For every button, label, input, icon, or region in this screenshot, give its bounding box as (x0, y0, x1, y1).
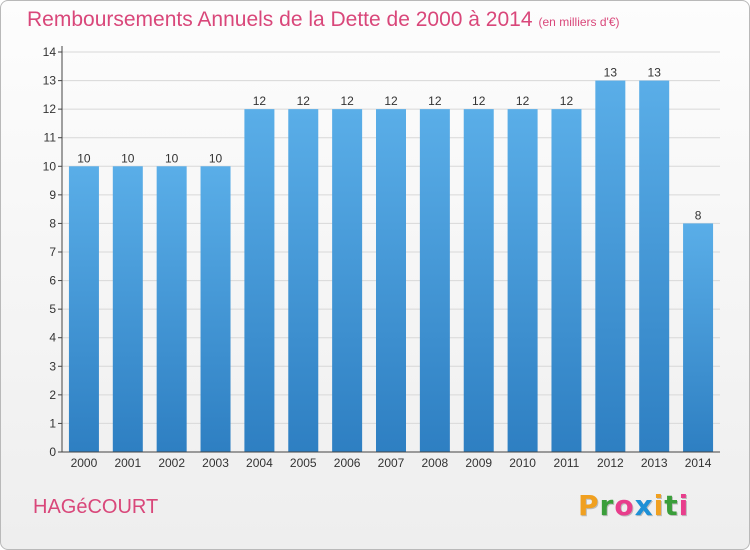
data-label: 12 (253, 94, 267, 108)
logo-letter: i (678, 489, 690, 522)
bar (683, 223, 714, 452)
y-tick-label: 0 (49, 445, 56, 459)
x-tick-label: 2009 (465, 456, 492, 470)
data-label: 12 (516, 94, 530, 108)
logo-letter: i (653, 489, 665, 522)
y-tick-label: 3 (49, 359, 56, 373)
bar (639, 80, 670, 453)
logo-letter: r (599, 489, 615, 522)
logo-letter: P (578, 489, 600, 522)
x-tick-label: 2008 (422, 456, 449, 470)
bar (112, 166, 143, 453)
commune-name: HAGéCOURT (33, 496, 159, 518)
data-label: 12 (340, 94, 354, 108)
x-tick-label: 2007 (378, 456, 405, 470)
y-tick-label: 2 (49, 388, 56, 402)
bar (376, 109, 406, 453)
x-tick-label: 2013 (641, 456, 668, 470)
x-tick-label: 2006 (334, 456, 361, 470)
x-tick-label: 2003 (202, 456, 229, 470)
y-tick-label: 12 (43, 102, 57, 116)
bar (419, 109, 450, 453)
bar (332, 109, 363, 453)
bar (156, 166, 187, 453)
data-label: 12 (384, 94, 398, 108)
data-label: 13 (648, 66, 662, 80)
data-label: 12 (428, 94, 442, 108)
x-tick-label: 2001 (114, 456, 141, 470)
bar (463, 109, 494, 453)
x-tick-label: 2010 (509, 456, 536, 470)
x-tick-label: 2014 (685, 456, 712, 470)
bar (551, 109, 582, 453)
x-tick-label: 2005 (290, 456, 317, 470)
chart-title: Remboursements Annuels de la Dette de 20… (27, 8, 620, 32)
y-tick-label: 4 (49, 331, 56, 345)
bar (68, 166, 99, 453)
y-tick-label: 10 (43, 159, 57, 173)
data-label: 10 (165, 151, 179, 165)
data-label: 13 (604, 66, 618, 80)
logo-letter: x (634, 489, 654, 522)
bar (244, 109, 275, 453)
data-label: 12 (560, 94, 574, 108)
y-tick-label: 11 (44, 131, 57, 145)
x-tick-label: 2004 (246, 456, 273, 470)
chart-unit: (en milliers d'€) (538, 15, 620, 29)
bar (595, 80, 626, 453)
data-label: 12 (472, 94, 486, 108)
data-label: 10 (121, 151, 135, 165)
y-tick-label: 5 (49, 302, 56, 316)
x-tick-label: 2011 (554, 456, 580, 470)
data-label: 12 (297, 94, 311, 108)
x-tick-label: 2002 (158, 456, 185, 470)
y-tick-label: 7 (49, 245, 56, 259)
chart-title-text: Remboursements Annuels de la Dette de 20… (27, 8, 533, 31)
data-label: 10 (209, 151, 223, 165)
bar (288, 109, 319, 453)
data-label: 10 (77, 151, 91, 165)
x-tick-label: 2000 (71, 456, 98, 470)
y-tick-label: 6 (49, 274, 56, 288)
bar (200, 166, 231, 453)
data-label: 8 (695, 208, 702, 222)
y-tick-label: 13 (43, 74, 57, 88)
y-tick-label: 1 (49, 416, 56, 430)
y-tick-label: 14 (43, 45, 57, 59)
y-tick-label: 8 (49, 216, 56, 230)
bar (507, 109, 538, 453)
logo-letter: t (664, 489, 679, 522)
logo-letter: o (614, 489, 635, 522)
proxiti-logo: Proxiti (578, 489, 689, 522)
y-tick-label: 9 (49, 188, 56, 202)
x-tick-label: 2012 (597, 456, 624, 470)
